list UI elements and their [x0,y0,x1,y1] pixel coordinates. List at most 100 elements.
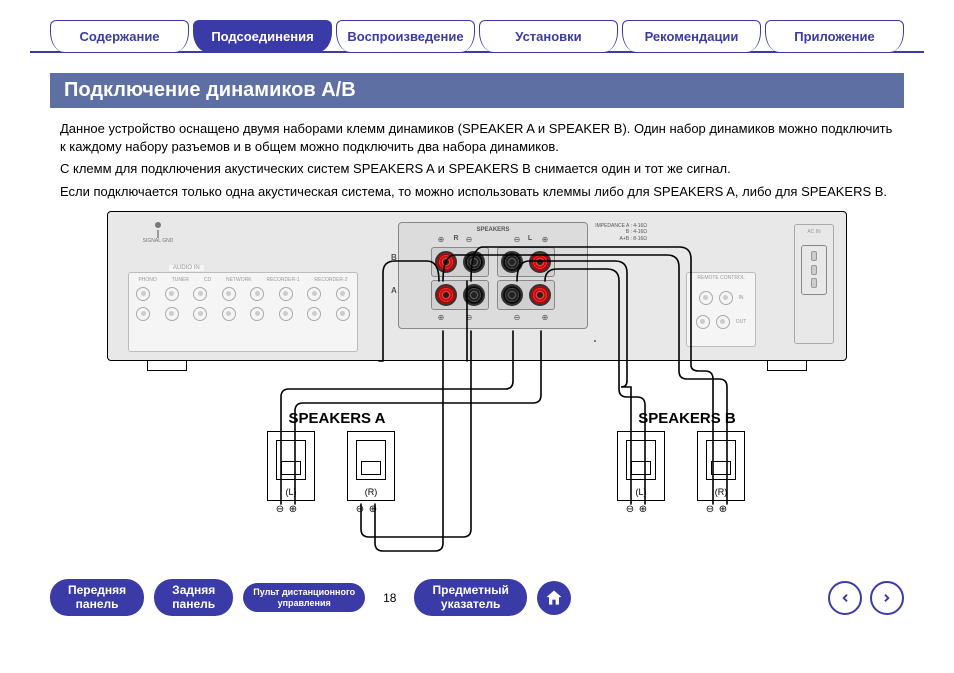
rca-jack-icon [696,315,710,329]
term-plus: ⊕ [288,504,298,515]
section-title: Подключение динамиков A/B [50,73,904,108]
speaker-terminal-markers: ⊖ ⊕ [275,504,298,515]
tab-label: Воспроизведение [347,29,463,44]
amp-foot-icon [147,361,187,371]
channel-r-label: (R) [698,487,744,497]
tab-label: Подсоединения [211,29,313,44]
pill-line1: Предметный [432,584,508,598]
pill-line2: панель [68,598,126,612]
speaker-box-icon: (L) [617,431,665,501]
binding-post-red-icon [529,251,551,273]
polarity-plus: ⊕ [534,235,556,244]
rca-jack-icon [279,307,293,321]
tab-label: Установки [515,29,581,44]
footer-left-group: Передняя панель Задняя панель Пульт дист… [50,579,571,617]
rca-jack-icon [307,307,321,321]
amp-foot-icon [767,361,807,371]
footer-nav: Передняя панель Задняя панель Пульт дист… [50,579,904,617]
terminal-a-l [497,280,555,310]
binding-post-red-icon [435,284,457,306]
rca-jack-icon [136,287,150,301]
tab-settings[interactable]: Установки [479,20,618,52]
speakers-a-label: SPEAKERS A [257,406,417,431]
pill-line2: управления [253,598,355,608]
remote-in-label: IN [739,295,744,301]
remote-control-block: REMOTE CONTROL IN OUT [686,272,756,347]
audio-in-col-label: CD [204,277,211,283]
front-panel-button[interactable]: Передняя панель [50,579,144,617]
page-number: 18 [383,591,396,605]
signal-gnd-label: SIGNAL GND [138,238,178,244]
channel-r-label: (R) [348,487,394,497]
rca-jack-icon [165,287,179,301]
prev-page-button[interactable] [828,581,862,615]
pill-line1: Пульт дистанционного [253,587,355,597]
polarity-plus: ⊕ [430,235,452,244]
paragraph: Если подключается только одна акустическ… [60,183,894,201]
home-button[interactable] [537,581,571,615]
tab-label: Рекомендации [645,29,739,44]
connection-diagram: SIGNAL GND AUDIO IN PHONO TUNER CD NETWO… [107,211,847,561]
term-minus: ⊖ [705,504,715,515]
arrow-left-icon [837,590,853,606]
side-r-label: R [451,235,461,242]
pill-line1: Передняя [68,584,126,598]
home-icon [544,588,564,608]
paragraph: С клемм для подключения акустических сис… [60,160,894,178]
body-text: Данное устройство оснащено двумя наборам… [60,120,894,201]
rca-jack-icon [193,287,207,301]
speakers-b-label: SPEAKERS B [607,406,767,431]
term-plus: ⊕ [368,504,378,515]
rca-jack-icon [336,287,350,301]
tab-tips[interactable]: Рекомендации [622,20,761,52]
binding-post-black-icon [463,251,485,273]
rca-jack-icon [719,291,733,305]
binding-post-red-icon [529,284,551,306]
audio-in-col-label: NETWORK [226,277,252,283]
remote-control-button[interactable]: Пульт дистанционного управления [243,583,365,612]
speaker-terminal-markers: ⊖ ⊕ [355,504,378,515]
terminal-a-r [431,280,489,310]
rca-jack-icon [250,307,264,321]
term-minus: ⊖ [355,504,365,515]
next-page-button[interactable] [870,581,904,615]
binding-post-red-icon [435,251,457,273]
term-minus: ⊖ [275,504,285,515]
rca-jack-icon [699,291,713,305]
tab-contents[interactable]: Содержание [50,20,189,52]
speaker-pair-a: (L) (R) [267,431,395,501]
speaker-pair-b: (L) (R) [617,431,745,501]
tab-playback[interactable]: Воспроизведение [336,20,475,52]
terminal-b-l [497,247,555,277]
binding-post-black-icon [463,284,485,306]
impedance-label: IMPEDANCE A : 4-16Ω B : 4-16Ω A+B : 8-16… [595,223,647,243]
channel-l-label: (L) [618,487,664,497]
remote-title: REMOTE CONTROL [687,275,755,281]
remote-out-label: OUT [736,319,747,325]
rca-jack-icon [307,287,321,301]
paragraph: Данное устройство оснащено двумя наборам… [60,120,894,156]
audio-in-col-label: TUNER [172,277,189,283]
polarity-plus: ⊕ [534,313,556,322]
speaker-terminal-markers: ⊖ ⊕ [705,504,728,515]
rear-panel-button[interactable]: Задняя панель [154,579,233,617]
tab-appendix[interactable]: Приложение [765,20,904,52]
audio-in-col-label: PHONO [138,277,156,283]
rca-jack-icon [136,307,150,321]
speaker-box-icon: (L) [267,431,315,501]
pill-line1: Задняя [172,584,215,598]
rca-jack-icon [165,307,179,321]
polarity-minus: ⊖ [458,313,480,322]
tab-connections[interactable]: Подсоединения [193,20,332,52]
rca-jack-icon [193,307,207,321]
term-minus: ⊖ [625,504,635,515]
terminal-b-r [431,247,489,277]
audio-in-title: AUDIO IN [169,265,204,271]
binding-post-black-icon [501,251,523,273]
rca-jack-icon [222,307,236,321]
audio-in-col-label: RECORDER-2 [314,277,347,283]
index-button[interactable]: Предметный указатель [414,579,526,617]
pill-line2: указатель [432,598,508,612]
speaker-box-icon: (R) [697,431,745,501]
impedance-line: A+B : 8-16Ω [595,236,647,243]
